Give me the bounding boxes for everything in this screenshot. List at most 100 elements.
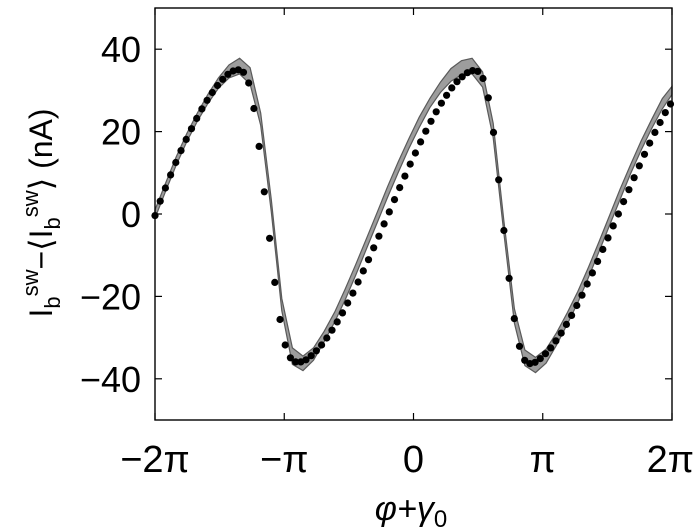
data-point: [484, 94, 492, 102]
data-point: [573, 301, 581, 310]
data-point: [417, 138, 425, 146]
y-axis-label: Ibsw−⟨Ibsw⟩ (nA): [18, 108, 65, 317]
data-point: [182, 135, 190, 143]
data-point: [521, 356, 529, 364]
data-point: [245, 79, 253, 87]
data-point: [578, 291, 586, 299]
data-point: [266, 234, 274, 242]
data-point: [552, 337, 560, 345]
data-point: [187, 125, 196, 133]
data-point: [604, 234, 612, 242]
data-point: [583, 280, 591, 288]
data-point: [448, 84, 456, 92]
data-point: [276, 315, 284, 324]
data-point: [651, 128, 659, 136]
data-point: [495, 176, 503, 184]
data-point: [427, 117, 435, 125]
data-point: [646, 139, 654, 147]
data-point: [224, 70, 232, 78]
x-tick-label: −π: [260, 439, 308, 481]
data-point: [453, 78, 461, 86]
plot-area: [151, 57, 675, 374]
x-tick-label: −2π: [120, 439, 190, 481]
data-point: [568, 311, 576, 319]
data-point: [474, 67, 482, 75]
data-point: [411, 149, 419, 157]
x-axis-label-subscript: 0: [434, 506, 447, 530]
data-point: [328, 326, 336, 334]
data-point: [281, 341, 289, 349]
data-point: [640, 150, 649, 158]
y-axis-label-part: −⟨I: [23, 229, 59, 269]
data-point: [437, 99, 445, 107]
data-point: [557, 329, 565, 337]
data-point: [458, 73, 466, 81]
data-point: [510, 315, 518, 323]
data-point: [432, 108, 440, 116]
data-point: [349, 289, 357, 297]
data-point: [609, 222, 617, 230]
data-point: [250, 104, 258, 113]
x-axis-label: φ+γ0: [375, 490, 447, 530]
y-axis-label-part: sw: [18, 269, 43, 296]
data-point: [219, 75, 227, 83]
y-axis-label-part: b: [40, 217, 65, 229]
data-point: [354, 278, 362, 286]
y-axis-ticks: −40 −20 0 20 40: [80, 29, 672, 400]
data-point: [422, 127, 430, 135]
data-point: [208, 88, 216, 97]
data-point: [323, 334, 331, 342]
data-point: [401, 172, 409, 180]
data-point: [656, 118, 664, 127]
data-point: [620, 198, 628, 206]
data-point: [625, 186, 633, 194]
x-axis-ticks: −2π −π 0 π 2π: [120, 8, 694, 481]
data-point: [390, 196, 399, 204]
x-tick-label: 0: [403, 439, 424, 481]
data-point: [630, 174, 638, 182]
data-point: [661, 109, 669, 117]
data-point: [375, 232, 383, 240]
data-point: [515, 342, 524, 350]
data-point: [588, 269, 597, 277]
data-point: [359, 267, 367, 275]
data-point: [203, 96, 211, 104]
y-tick-label: 20: [101, 112, 141, 153]
y-tick-label: 0: [121, 194, 141, 235]
y-axis-label-part: ⟩ (nA): [23, 108, 59, 190]
data-point: [239, 68, 248, 76]
data-point: [260, 188, 268, 196]
data-point: [167, 171, 175, 179]
data-point: [193, 114, 201, 122]
x-axis-label-base: φ+γ: [375, 490, 436, 528]
data-point: [161, 184, 169, 192]
data-point: [198, 105, 206, 113]
data-point: [547, 344, 555, 352]
data-point: [443, 91, 451, 99]
data-point: [505, 274, 513, 282]
y-axis-label-part: I: [23, 309, 59, 318]
data-point: [307, 352, 315, 360]
x-tick-label: 2π: [647, 439, 694, 481]
data-point: [500, 226, 508, 235]
data-point: [338, 309, 347, 317]
data-point: [302, 356, 310, 364]
data-point: [292, 358, 300, 366]
data-point: [536, 355, 544, 363]
y-axis-label-part: b: [40, 296, 65, 308]
data-point: [562, 320, 571, 328]
data-points: [151, 66, 675, 368]
y-tick-label: −40: [80, 359, 141, 400]
data-point: [312, 347, 320, 355]
data-point: [614, 210, 623, 218]
data-point: [156, 197, 164, 205]
data-point: [318, 341, 326, 349]
y-tick-label: 40: [101, 29, 141, 70]
data-point: [594, 257, 602, 265]
x-tick-label: π: [530, 439, 556, 481]
data-point: [599, 245, 607, 253]
data-point: [370, 244, 378, 252]
data-point: [380, 220, 388, 228]
